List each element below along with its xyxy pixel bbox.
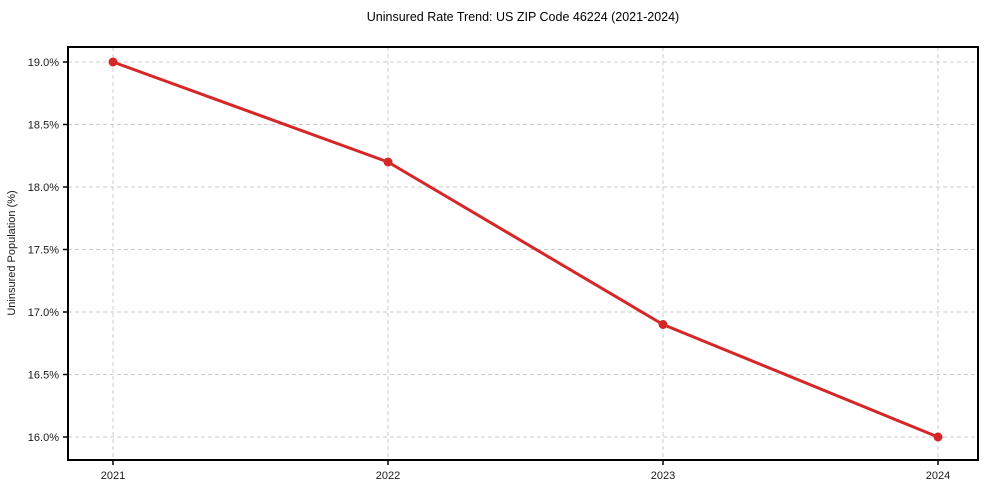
y-tick-label: 18.5%	[28, 120, 59, 132]
gridlines	[68, 47, 978, 460]
data-point-marker	[383, 157, 393, 167]
y-tick-label: 16.0%	[28, 432, 59, 444]
y-tick-label: 18.0%	[28, 182, 59, 194]
data-point-marker	[933, 432, 943, 442]
x-tick-label: 2023	[651, 470, 675, 482]
data-point-marker	[108, 57, 118, 67]
x-tick-label: 2022	[376, 470, 400, 482]
x-tick-label: 2021	[101, 470, 125, 482]
trend-line	[111, 60, 940, 439]
axis-ticks	[63, 61, 939, 465]
y-tick-label: 17.0%	[28, 307, 59, 319]
data-point-marker	[658, 320, 668, 329]
y-tick-label: 19.0%	[28, 57, 59, 69]
y-axis-label: Uninsured Population (%)	[6, 190, 18, 315]
plot-frame	[67, 46, 979, 461]
chart-title: Uninsured Rate Trend: US ZIP Code 46224 …	[367, 10, 679, 24]
y-tick-label: 17.5%	[28, 245, 59, 257]
y-tick-label: 16.5%	[28, 370, 59, 382]
data-point-markers	[108, 57, 943, 442]
x-tick-label: 2024	[926, 470, 950, 482]
axis-tick-labels: 16.0% 16.5% 17.0% 17.5% 18.0% 18.5% 19.0% 2021 2…	[28, 57, 950, 482]
